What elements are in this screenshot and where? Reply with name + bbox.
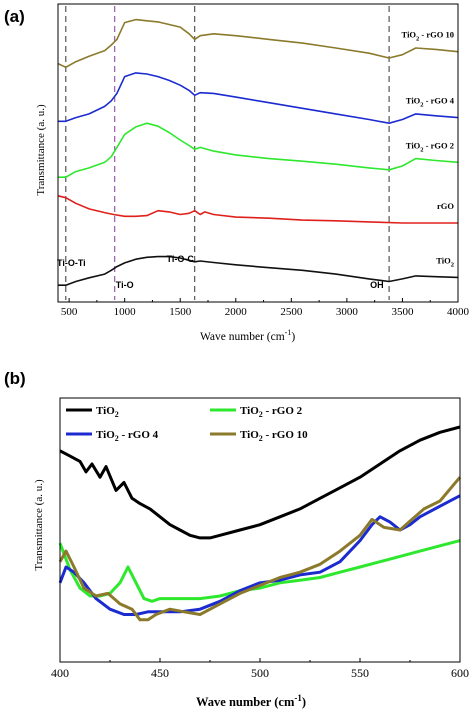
panel-a-series-line [58,255,459,286]
panel-b-legend-label: TiO2 - rGO 2 [240,405,303,419]
panel-b-x-tick-label: 500 [251,666,269,680]
panel-a-frame [57,3,459,303]
panel-a-series-line [57,18,459,69]
panel-b-x-tick-label: 600 [451,666,469,680]
panel-a-series-line [58,72,459,124]
panel-a: (a) Transmittance (a. u.) Wave number (c… [4,3,470,343]
panel-b: (b) Transmittance (a. u.) Wave number (c… [4,369,469,709]
panel-b-x-tick-label: 550 [351,666,369,680]
panel-a-label: (a) [4,7,25,26]
panel-a-x-tick-label: 4000 [447,306,470,318]
panel-a-series-line [57,195,458,224]
panel-a-series-label: TiO2 - rGO 10 [402,30,454,43]
panel-b-series-line [58,476,462,622]
panel-a-x-tick-label: 2500 [280,306,303,318]
panel-a-series [57,18,459,286]
panel-b-series [58,425,462,622]
panel-a-x-tick-label: 3500 [391,306,414,318]
panel-a-ylabel: Transmittance (a. u.) [35,104,47,196]
panel-b-x-tick-label: 450 [151,666,169,680]
panel-a-markers [65,6,390,300]
panel-b-x-ticks: 400 450 500 550 600 [51,658,469,680]
panel-a-series-labels: TiO2 - rGO 10 TiO2 - rGO 4 TiO2 - rGO 2 rGO… [402,30,455,269]
panel-b-x-tick-label: 400 [51,666,69,680]
panel-b-legend-label: TiO2 - rGO 10 [240,429,308,443]
panel-a-series-line [58,122,459,178]
panel-b-ylabel: Transmittance (a. u.) [33,479,45,571]
panel-b-series-line [58,494,461,616]
panel-b-series-line [59,425,461,540]
panel-a-xlabel: Wave number (cm-1) [200,328,295,343]
panel-a-annotation: Ti-O-Ti [57,258,86,268]
panel-a-x-tick-label: 500 [61,306,78,318]
panel-a-series-label: TiO2 - rGO 2 [406,140,454,153]
panel-a-x-ticks: 500 1000 1500 2000 2500 3000 3500 4000 [61,298,470,318]
panel-a-annotation: Ti-O [116,280,134,290]
panel-b-xlabel: Wave number (cm-1) [196,693,306,709]
panel-a-series-label: rGO [437,201,454,211]
panel-a-annotation: Ti-O-C [167,254,195,264]
panel-a-annotation: OH [370,280,384,290]
panel-a-series-label: TiO2 - rGO 4 [406,96,455,109]
panel-a-x-tick-label: 3000 [336,306,359,318]
panel-b-legend-label: TiO2 - rGO 4 [96,429,159,443]
panel-b-series-line [58,539,461,603]
panel-a-series-label: TiO2 [436,255,454,268]
panel-a-x-tick-label: 1500 [169,306,192,318]
panel-b-legend: TiO2 TiO2 - rGO 2 TiO2 - rGO 4 TiO2 - rGO 1… [66,405,308,443]
panel-b-frame [59,397,461,663]
panel-b-label: (b) [4,369,26,388]
panel-a-annotations: Ti-O-Ti Ti-O Ti-O-C OH [57,254,384,290]
panel-a-x-tick-label: 1000 [114,306,137,318]
panel-b-legend-label: TiO2 [96,405,119,419]
panel-a-x-tick-label: 2000 [225,306,248,318]
